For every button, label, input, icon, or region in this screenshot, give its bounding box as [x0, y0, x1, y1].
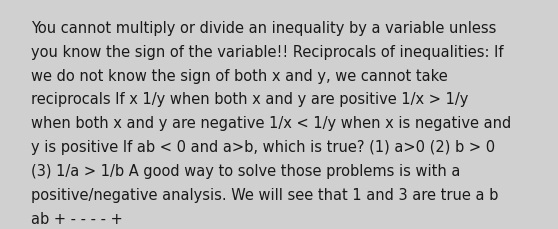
Text: positive/negative analysis. We will see that 1 and 3 are true a b: positive/negative analysis. We will see … — [31, 187, 498, 202]
Text: ab + - - - - +: ab + - - - - + — [31, 211, 122, 226]
Text: (3) 1/a > 1/b A good way to solve those problems is with a: (3) 1/a > 1/b A good way to solve those … — [31, 164, 460, 178]
Text: you know the sign of the variable!! Reciprocals of inequalities: If: you know the sign of the variable!! Reci… — [31, 44, 503, 59]
Text: we do not know the sign of both x and y, we cannot take: we do not know the sign of both x and y,… — [31, 68, 448, 83]
Text: when both x and y are negative 1/x < 1/y when x is negative and: when both x and y are negative 1/x < 1/y… — [31, 116, 511, 131]
Text: reciprocals If x 1/y when both x and y are positive 1/x > 1/y: reciprocals If x 1/y when both x and y a… — [31, 92, 468, 107]
Text: y is positive If ab < 0 and a>b, which is true? (1) a>0 (2) b > 0: y is positive If ab < 0 and a>b, which i… — [31, 140, 495, 155]
Text: You cannot multiply or divide an inequality by a variable unless: You cannot multiply or divide an inequal… — [31, 21, 496, 35]
